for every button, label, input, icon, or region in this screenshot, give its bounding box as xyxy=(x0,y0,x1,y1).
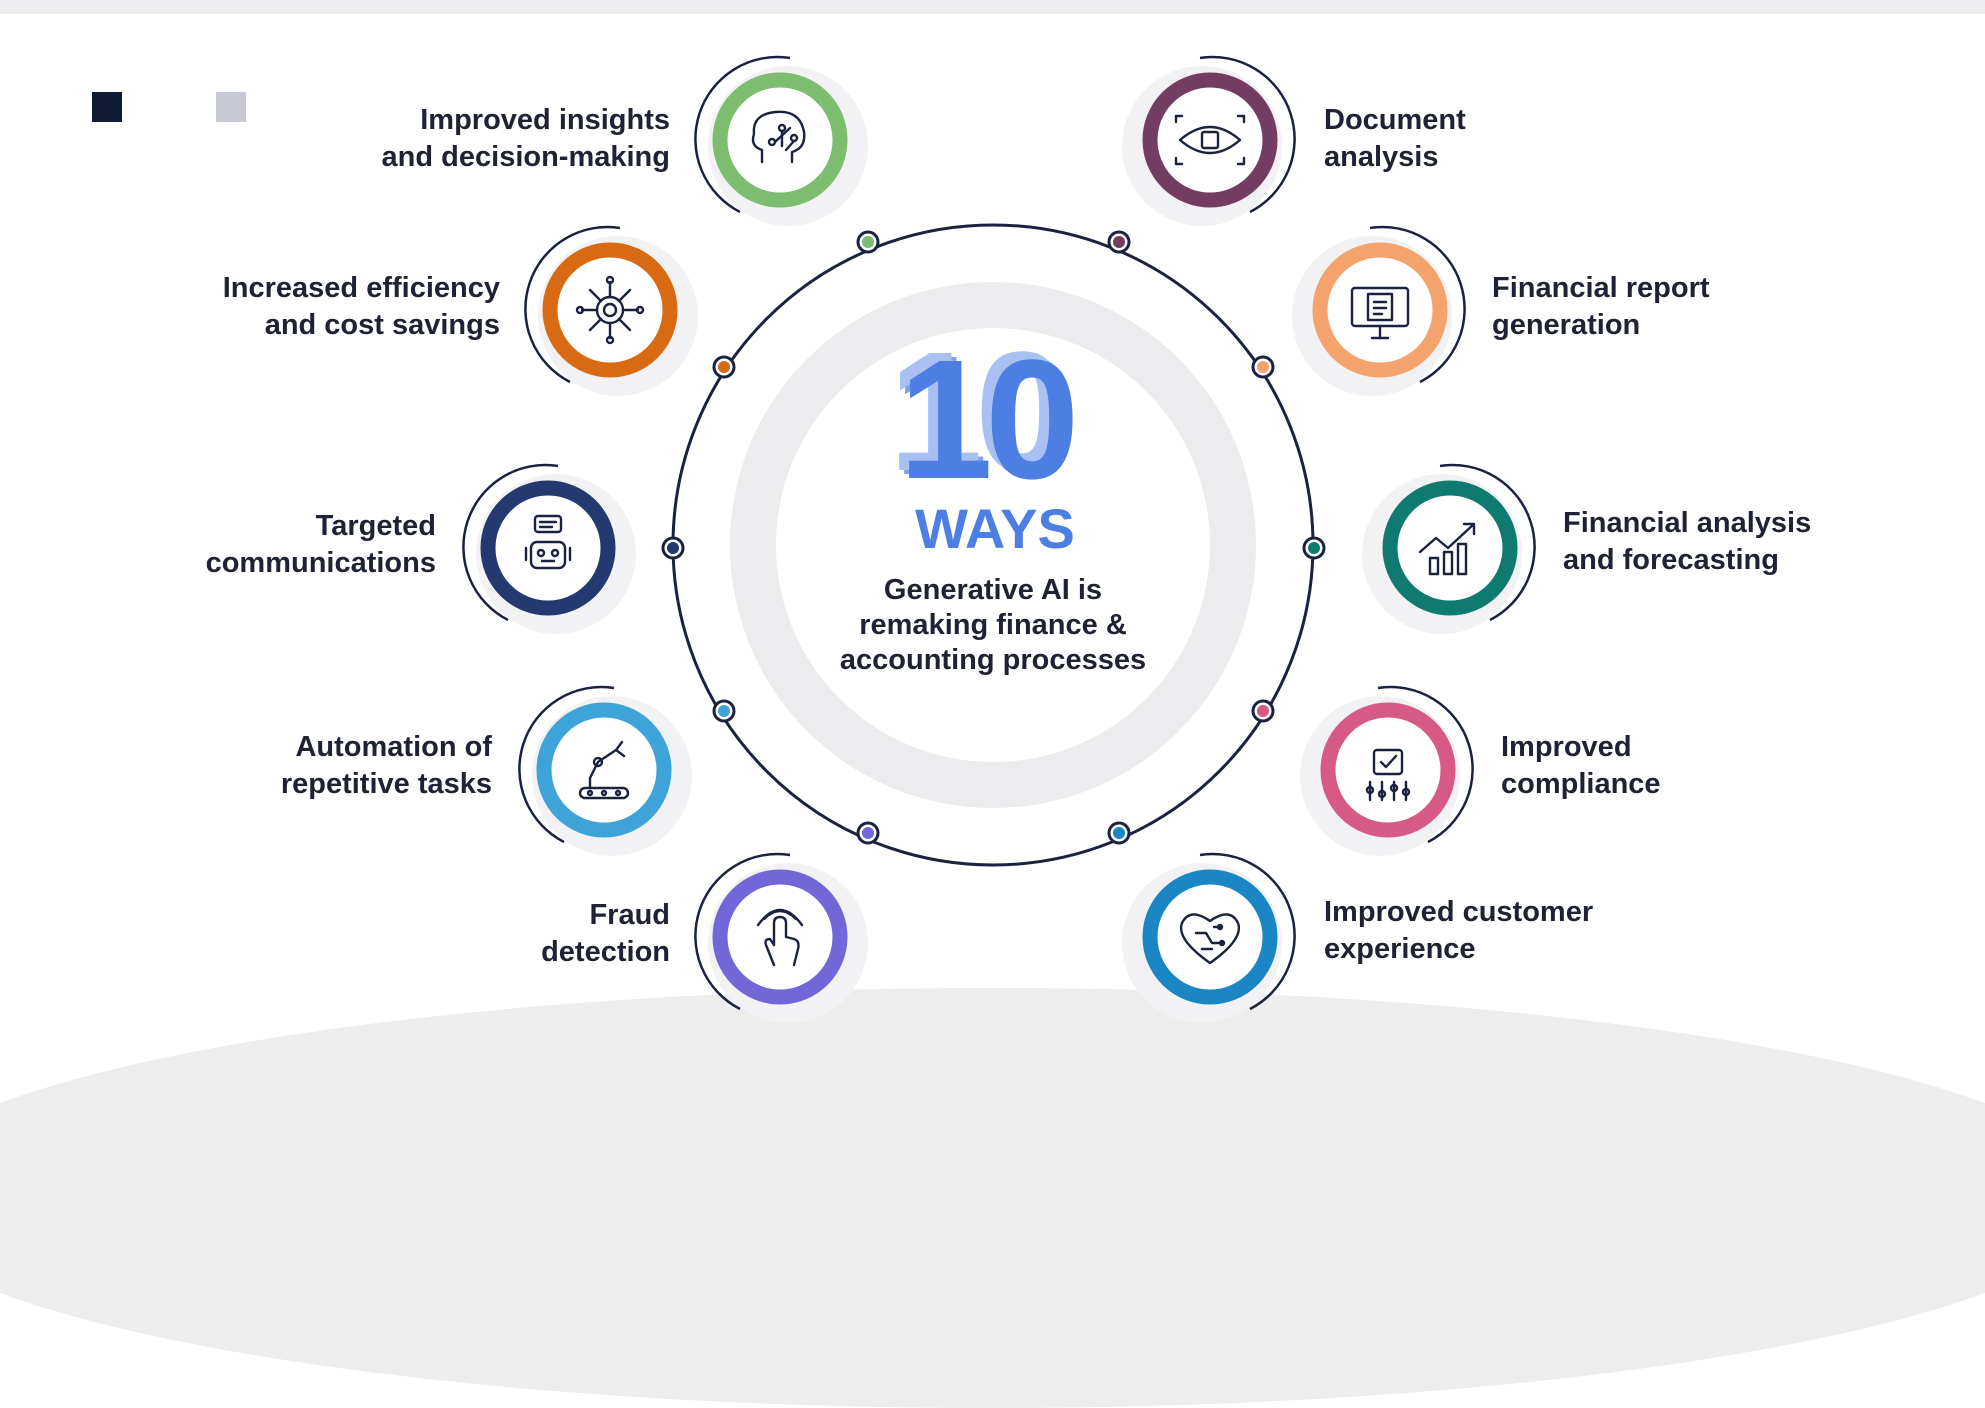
badge-arc xyxy=(1369,225,1466,384)
badge-arc xyxy=(694,852,791,1011)
label-targeted-communications: Targeted communications xyxy=(205,510,436,579)
badge-ring xyxy=(1382,480,1518,616)
badge-eye-chip xyxy=(1122,55,1296,226)
label-customer-experience: Improved customer experience xyxy=(1324,896,1594,965)
label-document-analysis: Document analysis xyxy=(1324,104,1466,173)
badge-heart-circuit xyxy=(1122,852,1296,1023)
label-financial-analysis: Financial analysis and forecasting xyxy=(1563,507,1812,576)
badge-ring xyxy=(1312,242,1448,378)
badge-ring xyxy=(536,702,672,838)
badge-monitor-report xyxy=(1292,225,1466,396)
center-subtitle: Generative AI is remaking finance & acco… xyxy=(839,574,1147,676)
badge-arc xyxy=(524,225,621,384)
connector-dots xyxy=(661,230,1326,845)
badge-fingerprint-touch xyxy=(694,852,868,1023)
badge-gear-network xyxy=(524,225,698,396)
inner-gray-ring xyxy=(730,282,1256,808)
label-automation: Automation of repetitive tasks xyxy=(280,731,492,800)
gear-network-icon xyxy=(575,275,645,345)
monitor-report-icon xyxy=(1350,286,1410,340)
compliance-controls-icon xyxy=(1365,748,1411,802)
decor-square-light xyxy=(216,92,246,122)
badge-ring xyxy=(480,480,616,616)
badge-arc xyxy=(1199,852,1296,1011)
badge-arc xyxy=(1199,55,1296,214)
badge-arc xyxy=(462,463,559,622)
label-financial-report: Financial report generation xyxy=(1492,272,1710,341)
badge-growth-chart xyxy=(1362,463,1536,634)
brain-circuit-icon xyxy=(751,110,806,164)
ring-diagram xyxy=(462,55,1536,1023)
badge-ring xyxy=(1142,869,1278,1005)
badge-brain-circuit xyxy=(694,55,868,226)
fingerprint-touch-icon xyxy=(756,908,804,967)
robotic-arm-icon xyxy=(578,740,630,800)
badge-ring xyxy=(712,72,848,208)
badge-arc xyxy=(1439,463,1536,622)
badge-ring xyxy=(1142,72,1278,208)
badge-arc xyxy=(694,55,791,214)
badge-ring xyxy=(542,242,678,378)
growth-chart-icon xyxy=(1418,522,1476,576)
badge-robotic-arm xyxy=(518,685,692,856)
badge-compliance-controls xyxy=(1300,685,1474,856)
center-word: WAYS xyxy=(915,497,1075,560)
badge-arc xyxy=(518,685,615,844)
badge-ring xyxy=(1320,702,1456,838)
badge-arc xyxy=(1377,685,1474,844)
label-increased-efficiency: Increased efficiency and cost savings xyxy=(222,272,500,341)
decor-square-dark xyxy=(92,92,122,122)
badge-ring xyxy=(712,869,848,1005)
label-improved-insights: Improved insights and decision-making xyxy=(381,104,670,173)
top-band xyxy=(0,0,1985,14)
badge-chatbot xyxy=(462,463,636,634)
label-improved-compliance: Improved compliance xyxy=(1501,731,1661,800)
center-number: 10 xyxy=(898,325,1079,515)
eye-chip-icon xyxy=(1174,114,1246,166)
heart-circuit-icon xyxy=(1179,913,1241,965)
chatbot-icon xyxy=(524,514,572,570)
label-fraud-detection: Fraud detection xyxy=(541,899,670,968)
